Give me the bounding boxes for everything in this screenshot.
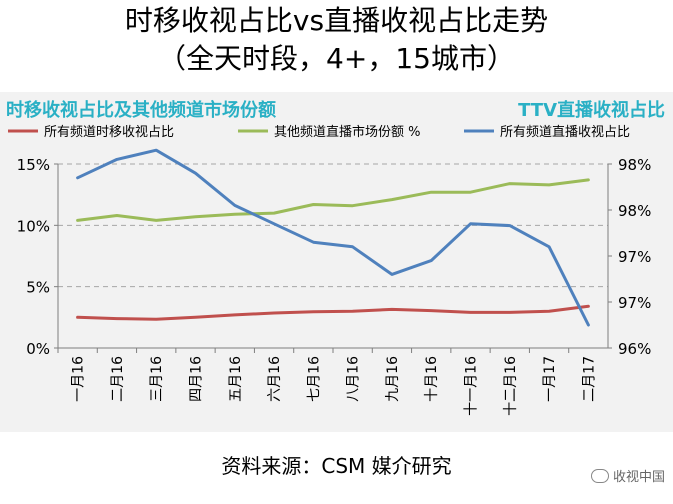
- x-tick-label: 八月16: [346, 356, 362, 402]
- y-left-tick-label: 15%: [17, 156, 50, 174]
- legend-label: 所有频道时移收视占比: [44, 125, 174, 140]
- x-tick-label: 九月16: [385, 356, 401, 402]
- legend: 所有频道时移收视占比 其他频道直播市场份额 % 所有频道直播收视占比: [8, 124, 630, 140]
- source-note: 资料来源：CSM 媒介研究: [221, 454, 452, 478]
- x-tick-label: 二月17: [581, 356, 597, 402]
- chart-panel: [0, 92, 673, 432]
- x-tick-label: 三月16: [149, 356, 165, 402]
- x-tick-label: 十二月16: [503, 356, 519, 416]
- watermark: 收视中国: [590, 466, 665, 485]
- series-line: [76, 148, 590, 327]
- chart-subtitle: （全天时段，4+，15城市）: [158, 42, 515, 75]
- left-axis-heading: 时移收视占比及其他频道市场份额: [6, 100, 276, 121]
- x-tick-label: 一月16: [71, 356, 87, 402]
- y-right-tick-label: 98%: [618, 202, 651, 220]
- wechat-icon: [590, 468, 609, 483]
- y-left-tick-label: 0%: [26, 340, 50, 358]
- x-tick-label: 四月16: [189, 356, 205, 402]
- x-tick-label: 六月16: [267, 356, 283, 402]
- legend-label: 所有频道直播收视占比: [500, 125, 630, 140]
- x-tick-label: 七月16: [306, 356, 322, 402]
- y-right-tick-label: 98%: [618, 156, 651, 174]
- y-right-tick-label: 97%: [618, 294, 651, 312]
- series-line: [76, 304, 590, 321]
- x-tick-label: 五月16: [228, 356, 244, 402]
- chart-title: 时移收视占比vs直播收视占比走势: [124, 4, 549, 37]
- axes: 15% 10% 5% 0% 98% 98% 97% 97% 96% 一月16 二月16 三月16 四月1…: [17, 156, 652, 416]
- y-right-tick-label: 97%: [618, 248, 651, 266]
- legend-label: 其他频道直播市场份额 %: [274, 124, 421, 140]
- x-tick-label: 二月16: [110, 356, 126, 402]
- watermark-text: 收视中国: [612, 470, 665, 485]
- series-line: [76, 178, 590, 222]
- x-tick-label: 十月16: [424, 356, 440, 402]
- line-chart: 所有频道时移收视占比 其他频道直播市场份额 % 所有频道直播收视占比 15% 10% 5…: [8, 124, 652, 416]
- y-left-tick-label: 5%: [26, 279, 50, 297]
- x-tick-label: 十一月16: [464, 356, 480, 416]
- right-axis-heading: TTV直播收视占比: [518, 100, 665, 121]
- x-tick-label: 一月17: [542, 356, 558, 402]
- series-lines: [76, 148, 590, 327]
- grid: [58, 163, 608, 288]
- y-right-tick-label: 96%: [618, 340, 651, 358]
- y-left-tick-label: 10%: [17, 217, 50, 235]
